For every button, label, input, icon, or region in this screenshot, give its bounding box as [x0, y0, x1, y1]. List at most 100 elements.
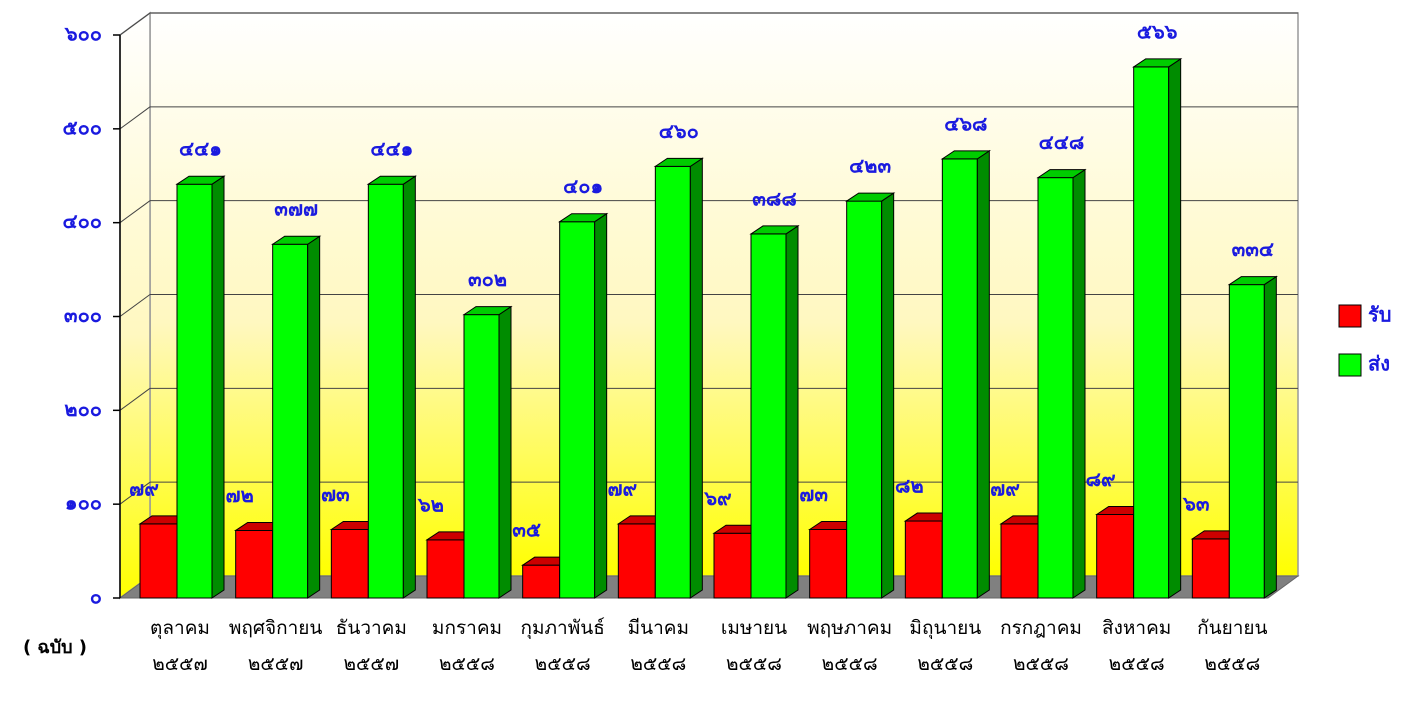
bar-top-shade: [272, 236, 320, 245]
bar-front: [1191, 538, 1230, 599]
value-label: ๓๘๘: [752, 186, 797, 210]
x-tick-label: สิงหาคม ๒๕๕๘: [1102, 617, 1172, 675]
bar-top-shade: [655, 158, 703, 167]
x-tick-label: เมษายน ๒๕๕๘: [720, 617, 788, 675]
bar: [749, 224, 800, 599]
bar-side-shade: [212, 176, 224, 598]
value-label: ๗๙: [990, 476, 1020, 500]
bar-top: [1227, 276, 1278, 286]
bar-top-shade: [1133, 58, 1181, 67]
bar-front: [1000, 523, 1039, 599]
value-label: ๗๒: [226, 483, 254, 507]
bar-side-shade: [1073, 169, 1085, 599]
bar-top-shade: [942, 150, 990, 159]
bar-front: [750, 233, 787, 599]
value-label: ๗๓: [321, 482, 350, 506]
value-label: ๕๖๖: [1137, 19, 1178, 43]
bar-front: [1133, 66, 1170, 599]
grid-line: [119, 481, 151, 505]
value-label: ๔๖๘: [944, 111, 987, 135]
grid-line: [119, 387, 151, 411]
bar-top: [845, 192, 896, 202]
bar-front: [1228, 284, 1265, 599]
grid-line: [119, 12, 151, 36]
grid-line: [119, 294, 151, 317]
bar: [940, 149, 991, 599]
legend-label: รับ: [1368, 303, 1391, 327]
y-tick-label: ๖๐๐: [64, 22, 102, 46]
bar-top: [271, 235, 322, 245]
bar: [653, 157, 704, 599]
y-tick-label: ๓๐๐: [64, 303, 102, 327]
value-label: ๗๙: [607, 476, 637, 500]
bar-front: [846, 200, 883, 599]
bar-top-shade: [846, 193, 894, 202]
legend-label: ส่ง: [1368, 352, 1390, 376]
bar-top: [1036, 169, 1087, 179]
y-tick-label: ๒๐๐: [64, 397, 102, 421]
bar-front: [654, 165, 691, 599]
bar: [1227, 275, 1278, 599]
bar-front: [559, 221, 596, 599]
x-tick-label: ตุลาคม ๒๕๕๗: [150, 617, 210, 675]
value-label: ๖๒: [417, 492, 444, 516]
x-tick-label: กรกฎาคม ๒๕๕๘: [1000, 617, 1082, 675]
bar-top-shade: [1038, 169, 1085, 178]
bar-front: [235, 529, 274, 599]
x-tick-label: กุมภาพันธ์ ๒๕๕๘: [520, 617, 605, 675]
bar: [366, 175, 417, 599]
bar-front: [367, 183, 404, 599]
bar: [175, 175, 226, 599]
bar-side-shade: [690, 158, 703, 598]
value-label: ๓๓๔: [1232, 237, 1274, 261]
value-label: ๖๓: [1182, 491, 1210, 515]
bar-top: [1132, 58, 1183, 68]
bar-front: [272, 243, 309, 599]
value-label: ๓๐๒: [468, 267, 507, 291]
bar-top: [940, 150, 991, 160]
bar-front: [713, 532, 752, 599]
y-tick-label: ๕๐๐: [62, 115, 102, 139]
bar-top: [462, 306, 513, 316]
legend-swatch: [1338, 353, 1362, 377]
value-label: ๔๔๘: [1039, 130, 1085, 154]
legend-swatch: [1338, 304, 1362, 328]
value-label: ๔๔๑: [370, 137, 413, 161]
bar-side-shade: [881, 193, 894, 598]
bar: [845, 192, 896, 599]
bar-top-shade: [464, 306, 511, 315]
bar: [1132, 57, 1183, 599]
bar-top: [749, 225, 800, 235]
bar-front: [941, 158, 978, 599]
x-tick-label: พฤศจิกายน ๒๕๕๗: [228, 617, 323, 675]
bar-front: [176, 183, 213, 599]
bar-front: [1037, 177, 1074, 599]
bar-front: [809, 529, 848, 599]
x-tick-label: มีนาคม ๒๕๕๘: [627, 617, 690, 675]
bar: [271, 235, 322, 599]
bar: [1036, 168, 1087, 599]
bar-top-shade: [559, 213, 607, 222]
value-label: ๘๙: [1086, 467, 1116, 491]
x-tick-label: มิถุนายน ๒๕๕๘: [909, 617, 982, 675]
x-tick-label: กันยายน ๒๕๕๘: [1197, 617, 1268, 675]
y-tick-label: ๐: [90, 585, 102, 609]
bar-front: [617, 523, 656, 599]
bar-top-shade: [751, 225, 798, 234]
value-label: ๔๖๐: [659, 119, 699, 143]
value-label: ๔๔๑: [179, 137, 222, 161]
bar-front: [522, 564, 561, 599]
bar-top-shade: [1229, 276, 1277, 285]
bar-top-shade: [368, 176, 416, 185]
bar-front: [330, 529, 369, 599]
y-axis-label: ( ฉบับ ): [23, 637, 87, 658]
bar-side-shade: [1264, 276, 1277, 598]
bar-side-shade: [594, 213, 607, 598]
bar-side-shade: [499, 306, 511, 598]
x-tick-label: พฤษภาคม ๒๕๕๘: [807, 617, 893, 675]
bar-side-shade: [1168, 58, 1181, 599]
bar-top: [175, 175, 226, 185]
grid-line: [119, 200, 151, 224]
value-label: ๗๙: [129, 476, 159, 500]
